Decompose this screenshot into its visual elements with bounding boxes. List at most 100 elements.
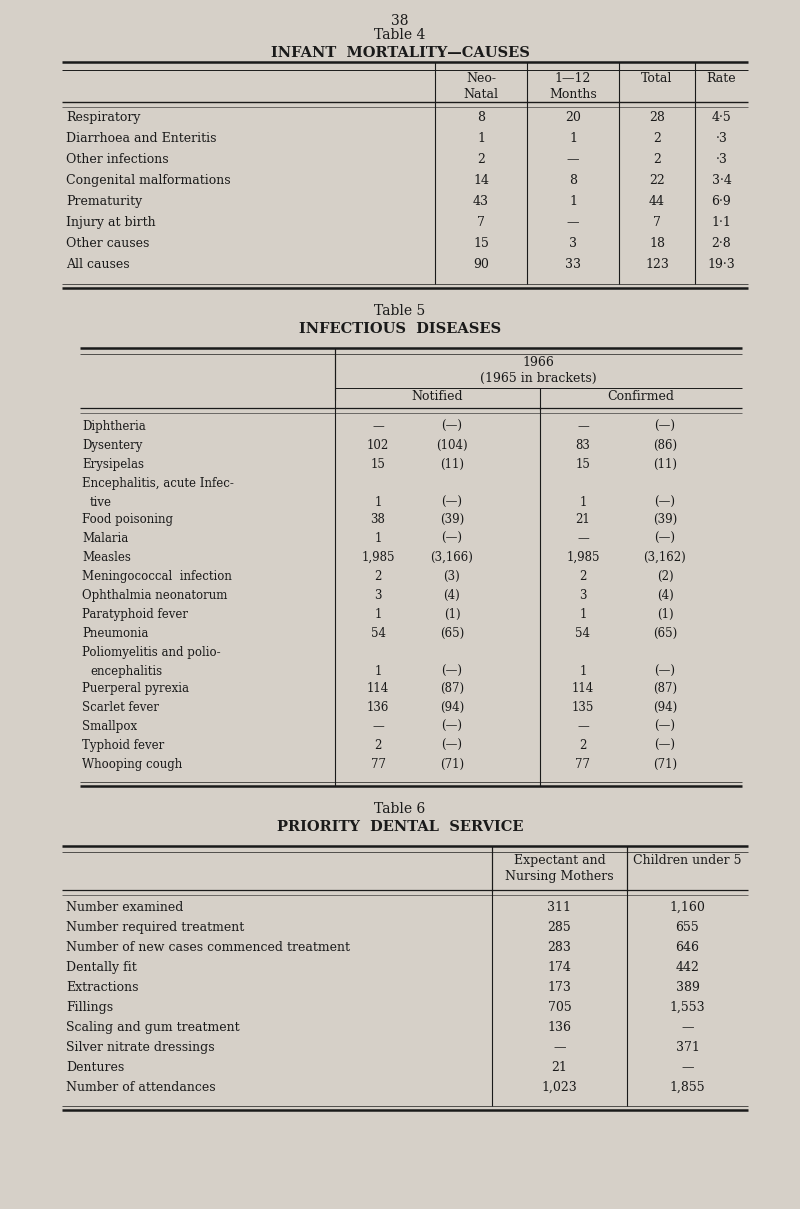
Text: 1,023: 1,023 <box>542 1081 578 1094</box>
Text: Dysentery: Dysentery <box>82 439 142 452</box>
Text: 14: 14 <box>473 174 489 187</box>
Text: Meningococcal  infection: Meningococcal infection <box>82 569 232 583</box>
Text: (87): (87) <box>653 682 677 695</box>
Text: Rate: Rate <box>706 73 736 85</box>
Text: 1·1: 1·1 <box>711 216 731 229</box>
Text: 283: 283 <box>547 941 571 954</box>
Text: 2: 2 <box>579 569 586 583</box>
Text: 3: 3 <box>569 237 577 250</box>
Text: Food poisoning: Food poisoning <box>82 513 173 526</box>
Text: 123: 123 <box>645 258 669 271</box>
Text: 311: 311 <box>547 901 571 914</box>
Text: Confirmed: Confirmed <box>607 391 674 403</box>
Text: 90: 90 <box>473 258 489 271</box>
Text: 4·5: 4·5 <box>712 111 731 125</box>
Text: 1: 1 <box>477 132 485 145</box>
Text: 77: 77 <box>370 758 386 771</box>
Text: Table 6: Table 6 <box>374 802 426 816</box>
Text: 54: 54 <box>370 627 386 640</box>
Text: 1: 1 <box>569 132 577 145</box>
Text: 3·4: 3·4 <box>711 174 731 187</box>
Text: 2: 2 <box>477 154 485 166</box>
Text: INFANT  MORTALITY—CAUSES: INFANT MORTALITY—CAUSES <box>270 46 530 60</box>
Text: 15: 15 <box>473 237 489 250</box>
Text: 442: 442 <box>675 961 699 974</box>
Text: 21: 21 <box>551 1062 567 1074</box>
Text: 1: 1 <box>374 532 382 545</box>
Text: 38: 38 <box>391 15 409 28</box>
Text: (—): (—) <box>654 532 675 545</box>
Text: —: — <box>566 154 579 166</box>
Text: 3: 3 <box>374 589 382 602</box>
Text: ·3: ·3 <box>715 132 727 145</box>
Text: (65): (65) <box>653 627 677 640</box>
Text: (—): (—) <box>654 739 675 752</box>
Text: Number examined: Number examined <box>66 901 183 914</box>
Text: Erysipelas: Erysipelas <box>82 458 144 472</box>
Text: 2: 2 <box>374 739 382 752</box>
Text: Dentally fit: Dentally fit <box>66 961 137 974</box>
Text: Diarrhoea and Enteritis: Diarrhoea and Enteritis <box>66 132 217 145</box>
Text: Measles: Measles <box>82 551 131 565</box>
Text: 1: 1 <box>579 496 586 509</box>
Text: —: — <box>682 1062 694 1074</box>
Text: Encephalitis, acute Infec-: Encephalitis, acute Infec- <box>82 478 234 490</box>
Text: Total: Total <box>642 73 673 85</box>
Text: Pneumonia: Pneumonia <box>82 627 148 640</box>
Text: (71): (71) <box>440 758 464 771</box>
Text: 102: 102 <box>367 439 389 452</box>
Text: encephalitis: encephalitis <box>90 665 162 678</box>
Text: (—): (—) <box>442 532 462 545</box>
Text: —: — <box>577 420 589 433</box>
Text: —: — <box>566 216 579 229</box>
Text: 7: 7 <box>477 216 485 229</box>
Text: Dentures: Dentures <box>66 1062 124 1074</box>
Text: (87): (87) <box>440 682 464 695</box>
Text: (4): (4) <box>657 589 674 602</box>
Text: Extractions: Extractions <box>66 980 138 994</box>
Text: 7: 7 <box>653 216 661 229</box>
Text: 1: 1 <box>374 665 382 678</box>
Text: 6·9: 6·9 <box>712 195 731 208</box>
Text: 21: 21 <box>576 513 590 526</box>
Text: 20: 20 <box>565 111 581 125</box>
Text: 15: 15 <box>575 458 590 472</box>
Text: 1—12
Months: 1—12 Months <box>549 73 597 102</box>
Text: Silver nitrate dressings: Silver nitrate dressings <box>66 1041 214 1054</box>
Text: 2: 2 <box>653 132 661 145</box>
Text: Injury at birth: Injury at birth <box>66 216 156 229</box>
Text: 174: 174 <box>547 961 571 974</box>
Text: Other causes: Other causes <box>66 237 150 250</box>
Text: 77: 77 <box>575 758 590 771</box>
Text: Expectant and
Nursing Mothers: Expectant and Nursing Mothers <box>505 854 614 883</box>
Text: 135: 135 <box>572 701 594 715</box>
Text: 44: 44 <box>649 195 665 208</box>
Text: (1): (1) <box>657 608 674 621</box>
Text: (11): (11) <box>653 458 677 472</box>
Text: —: — <box>577 721 589 733</box>
Text: (—): (—) <box>654 721 675 733</box>
Text: 1: 1 <box>374 496 382 509</box>
Text: (86): (86) <box>653 439 677 452</box>
Text: (—): (—) <box>654 496 675 509</box>
Text: 173: 173 <box>547 980 571 994</box>
Text: —: — <box>372 420 384 433</box>
Text: 114: 114 <box>367 682 389 695</box>
Text: 1966
(1965 in brackets): 1966 (1965 in brackets) <box>480 355 597 384</box>
Text: 28: 28 <box>649 111 665 125</box>
Text: INFECTIOUS  DISEASES: INFECTIOUS DISEASES <box>299 322 501 336</box>
Text: (39): (39) <box>440 513 464 526</box>
Text: Paratyphoid fever: Paratyphoid fever <box>82 608 188 621</box>
Text: 19·3: 19·3 <box>708 258 735 271</box>
Text: 1: 1 <box>579 665 586 678</box>
Text: 1: 1 <box>579 608 586 621</box>
Text: Whooping cough: Whooping cough <box>82 758 182 771</box>
Text: 2: 2 <box>653 154 661 166</box>
Text: Number required treatment: Number required treatment <box>66 921 244 935</box>
Text: Malaria: Malaria <box>82 532 128 545</box>
Text: (—): (—) <box>442 420 462 433</box>
Text: Table 5: Table 5 <box>374 303 426 318</box>
Text: Scaling and gum treatment: Scaling and gum treatment <box>66 1020 240 1034</box>
Text: 1,985: 1,985 <box>566 551 600 565</box>
Text: (11): (11) <box>440 458 464 472</box>
